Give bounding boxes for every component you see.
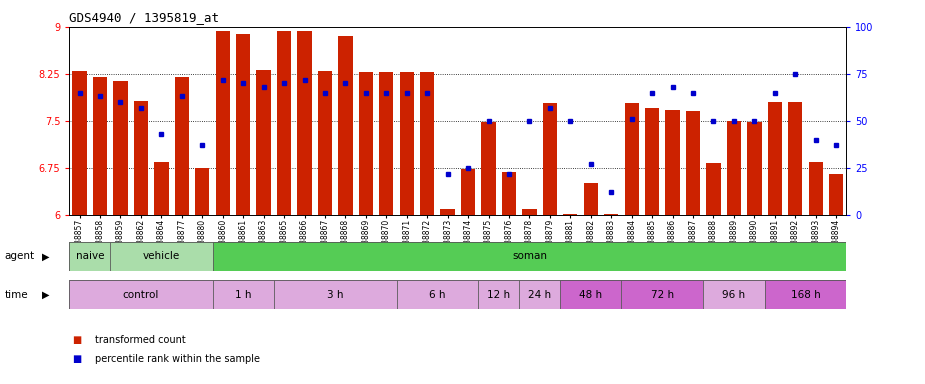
- Bar: [604, 214, 619, 215]
- Bar: [92, 77, 107, 215]
- Bar: [829, 174, 844, 215]
- Bar: [213, 242, 846, 271]
- Bar: [747, 122, 761, 215]
- Text: GDS4940 / 1395819_at: GDS4940 / 1395819_at: [69, 11, 219, 24]
- Text: time: time: [5, 290, 29, 300]
- Bar: [236, 35, 251, 215]
- Text: transformed count: transformed count: [95, 335, 186, 345]
- Bar: [727, 121, 741, 215]
- Bar: [213, 280, 274, 309]
- Bar: [707, 163, 721, 215]
- Bar: [502, 172, 516, 215]
- Text: 3 h: 3 h: [327, 290, 343, 300]
- Bar: [478, 280, 519, 309]
- Bar: [543, 103, 557, 215]
- Text: 24 h: 24 h: [528, 290, 551, 300]
- Bar: [114, 81, 128, 215]
- Bar: [72, 71, 87, 215]
- Bar: [297, 31, 312, 215]
- Bar: [685, 111, 700, 215]
- Text: 168 h: 168 h: [791, 290, 820, 300]
- Text: soman: soman: [512, 251, 547, 262]
- Bar: [768, 102, 782, 215]
- Bar: [461, 169, 475, 215]
- Text: naive: naive: [76, 251, 105, 262]
- Bar: [622, 280, 703, 309]
- Text: agent: agent: [5, 251, 35, 262]
- Text: vehicle: vehicle: [142, 251, 180, 262]
- Bar: [523, 209, 536, 215]
- Text: percentile rank within the sample: percentile rank within the sample: [95, 354, 260, 364]
- Bar: [379, 72, 393, 215]
- Bar: [154, 162, 168, 215]
- Bar: [359, 72, 373, 215]
- Bar: [69, 242, 110, 271]
- Text: ■: ■: [72, 354, 81, 364]
- Bar: [400, 72, 413, 215]
- Bar: [339, 36, 352, 215]
- Bar: [397, 280, 478, 309]
- Bar: [788, 102, 802, 215]
- Bar: [216, 31, 230, 215]
- Bar: [256, 70, 271, 215]
- Bar: [274, 280, 397, 309]
- Bar: [175, 77, 189, 215]
- Text: ▶: ▶: [42, 290, 49, 300]
- Bar: [703, 280, 765, 309]
- Text: ■: ■: [72, 335, 81, 345]
- Bar: [624, 103, 639, 215]
- Bar: [645, 108, 660, 215]
- Bar: [110, 242, 213, 271]
- Bar: [561, 280, 622, 309]
- Bar: [665, 110, 680, 215]
- Text: 1 h: 1 h: [235, 290, 252, 300]
- Bar: [440, 209, 455, 215]
- Bar: [134, 101, 148, 215]
- Bar: [195, 168, 209, 215]
- Text: 12 h: 12 h: [487, 290, 511, 300]
- Text: 96 h: 96 h: [722, 290, 746, 300]
- Bar: [563, 214, 577, 215]
- Bar: [808, 162, 823, 215]
- Text: 72 h: 72 h: [651, 290, 674, 300]
- Text: control: control: [123, 290, 159, 300]
- Bar: [69, 280, 213, 309]
- Text: 48 h: 48 h: [579, 290, 602, 300]
- Bar: [481, 122, 496, 215]
- Bar: [584, 183, 598, 215]
- Text: ▶: ▶: [42, 251, 49, 262]
- Bar: [765, 280, 846, 309]
- Bar: [277, 31, 291, 215]
- Bar: [420, 72, 435, 215]
- Bar: [318, 71, 332, 215]
- Bar: [519, 280, 561, 309]
- Text: 6 h: 6 h: [429, 290, 446, 300]
